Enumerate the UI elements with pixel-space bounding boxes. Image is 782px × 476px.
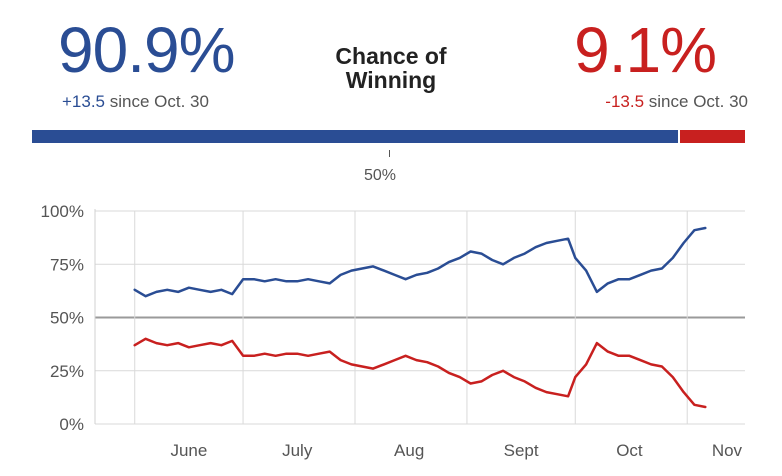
midpoint-tick <box>389 150 390 157</box>
probability-bar <box>32 130 745 143</box>
x-tick-label: Aug <box>394 441 424 460</box>
midpoint-label: 50% <box>364 167 397 184</box>
y-tick-label: 0% <box>59 415 84 434</box>
x-tick-label: June <box>170 441 207 460</box>
series-line-red <box>133 337 707 409</box>
y-tick-label: 75% <box>50 255 84 274</box>
x-tick-label: Oct <box>616 441 643 460</box>
y-tick-label: 50% <box>50 309 84 328</box>
y-tick-label: 25% <box>50 362 84 381</box>
headline-line-2: Winning <box>345 67 437 94</box>
right-change-delta: -13.5 <box>605 92 645 111</box>
right-percent: 9.1% <box>574 14 717 86</box>
series-line-blue <box>133 226 707 298</box>
x-tick-label: Nov <box>712 441 743 460</box>
x-tick-label: Sept <box>504 441 539 460</box>
left-percent: 90.9% <box>58 14 235 86</box>
probability-bar-right <box>680 130 745 143</box>
headline-line-1: Chance of <box>335 43 447 69</box>
chart-headline: Chance of Winning <box>0 44 782 92</box>
right-change: -13.5 since Oct. 30 <box>605 92 748 112</box>
x-tick-label: July <box>282 441 313 460</box>
left-change-text: since Oct. 30 <box>109 92 209 111</box>
probability-bar-left <box>32 130 679 143</box>
left-change-delta: +13.5 <box>62 92 106 111</box>
y-tick-label: 100% <box>41 202 84 221</box>
left-change: +13.5 since Oct. 30 <box>62 92 209 112</box>
right-change-text: since Oct. 30 <box>648 92 748 111</box>
